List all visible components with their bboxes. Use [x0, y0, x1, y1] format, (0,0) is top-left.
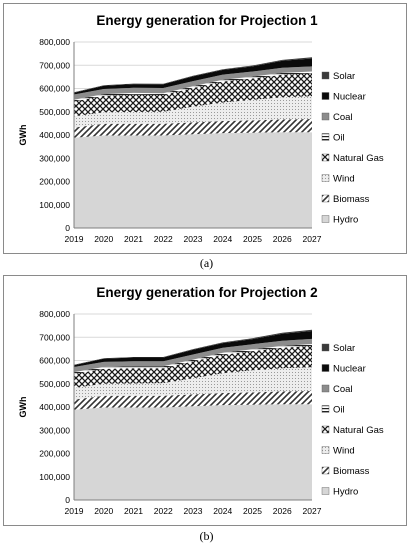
legend-swatch-wind	[321, 174, 330, 182]
legend-label: Hydro	[333, 215, 358, 226]
legend-swatch-hydro	[321, 487, 330, 495]
legend-label: Nuclear	[333, 92, 366, 103]
y-tick-label: 300,000	[39, 425, 70, 435]
legend-label: Solar	[333, 343, 355, 354]
area-nuclear	[74, 331, 312, 367]
chart-panel-a: Energy generation for Projection 1 0 100,0…	[3, 3, 407, 254]
area-oil	[74, 71, 312, 102]
legend-swatch-natural-gas	[321, 153, 330, 162]
area-natural-gas	[74, 73, 312, 117]
area-coal	[74, 66, 312, 100]
x-tick-label: 2022	[154, 234, 173, 244]
caption-b: (b)	[199, 529, 214, 543]
legend-swatch-coal	[321, 384, 330, 393]
x-tick-label: 2023	[184, 506, 203, 516]
area-solar	[74, 57, 312, 93]
x-tick-label: 2026	[273, 234, 292, 244]
y-axis-label: GWh	[18, 397, 28, 418]
area-natural-gas	[74, 345, 312, 388]
y-tick-label: 400,000	[39, 402, 70, 412]
y-tick-label: 300,000	[39, 153, 70, 163]
y-tick-label: 200,000	[39, 449, 70, 459]
legend-label: Natural Gas	[333, 153, 384, 164]
legend-swatch-coal	[321, 112, 330, 121]
x-tick-label: 2023	[184, 234, 203, 244]
y-tick-label: 500,000	[39, 107, 70, 117]
legend-label: Oil	[333, 133, 345, 144]
area-hydro	[74, 132, 312, 228]
y-tick-label: 700,000	[39, 332, 70, 342]
x-tick-label: 2021	[124, 506, 143, 516]
y-tick-label: 200,000	[39, 177, 70, 187]
area-biomass	[74, 391, 312, 410]
y-tick-label: 0	[65, 495, 70, 505]
area-coal	[74, 338, 312, 373]
x-tick-label: 2027	[303, 234, 322, 244]
x-tick-label: 2024	[213, 506, 232, 516]
legend-swatch-biomass	[321, 194, 330, 203]
y-tick-label: 800,000	[39, 37, 70, 47]
legend-label: Coal	[333, 384, 353, 395]
legend-label: Nuclear	[333, 364, 366, 375]
area-hydro	[74, 404, 312, 500]
x-tick-label: 2021	[124, 234, 143, 244]
legend-swatch-hydro	[321, 215, 330, 223]
legend-label: Biomass	[333, 194, 370, 205]
legend-label: Oil	[333, 405, 345, 416]
energy-chart-projection-2: Energy generation for Projection 2 0 100,0…	[18, 285, 384, 516]
y-tick-label: 800,000	[39, 309, 70, 319]
legend-label: Wind	[333, 446, 355, 457]
y-tick-label: 700,000	[39, 60, 70, 70]
area-wind	[74, 96, 312, 128]
y-tick-label: 600,000	[39, 84, 70, 94]
x-tick-label: 2027	[303, 506, 322, 516]
y-tick-label: 400,000	[39, 130, 70, 140]
legend-swatch-solar	[321, 343, 330, 352]
legend-label: Natural Gas	[333, 425, 384, 436]
y-axis-label: GWh	[18, 125, 28, 146]
chart-title: Energy generation for Projection 2	[96, 285, 317, 300]
x-tick-label: 2025	[243, 506, 262, 516]
legend-swatch-biomass	[321, 466, 330, 475]
x-tick-label: 2024	[213, 234, 232, 244]
legend-swatch-nuclear	[321, 92, 330, 100]
chart-panel-b: Energy generation for Projection 2 0 100,0…	[3, 275, 407, 526]
energy-chart-projection-1: Energy generation for Projection 1 0 100,0…	[18, 13, 384, 244]
area-solar	[74, 329, 312, 366]
legend-swatch-nuclear	[321, 364, 330, 372]
x-tick-label: 2019	[65, 234, 84, 244]
legend-swatch-natural-gas	[321, 425, 330, 434]
chart-title: Energy generation for Projection 1	[96, 13, 318, 28]
legend-label: Hydro	[333, 487, 358, 498]
area-wind	[74, 367, 312, 400]
legend-swatch-wind	[321, 446, 330, 454]
y-tick-label: 0	[65, 223, 70, 233]
y-tick-label: 600,000	[39, 356, 70, 366]
x-tick-label: 2022	[154, 506, 173, 516]
legend-label: Biomass	[333, 466, 370, 477]
y-tick-label: 100,000	[39, 200, 70, 210]
caption-a: (a)	[199, 256, 214, 270]
area-oil	[74, 344, 312, 374]
x-tick-label: 2026	[273, 506, 292, 516]
area-nuclear	[74, 58, 312, 95]
x-tick-label: 2020	[94, 234, 113, 244]
x-tick-label: 2025	[243, 234, 262, 244]
legend-label: Solar	[333, 71, 355, 82]
y-tick-label: 100,000	[39, 472, 70, 482]
legend-swatch-oil	[321, 133, 330, 141]
legend-swatch-oil	[321, 405, 330, 413]
x-tick-label: 2020	[94, 506, 113, 516]
legend-label: Wind	[333, 174, 355, 185]
legend-label: Coal	[333, 112, 353, 123]
x-tick-label: 2019	[65, 506, 84, 516]
y-tick-label: 500,000	[39, 379, 70, 389]
area-biomass	[74, 119, 312, 138]
legend-swatch-solar	[321, 71, 330, 80]
